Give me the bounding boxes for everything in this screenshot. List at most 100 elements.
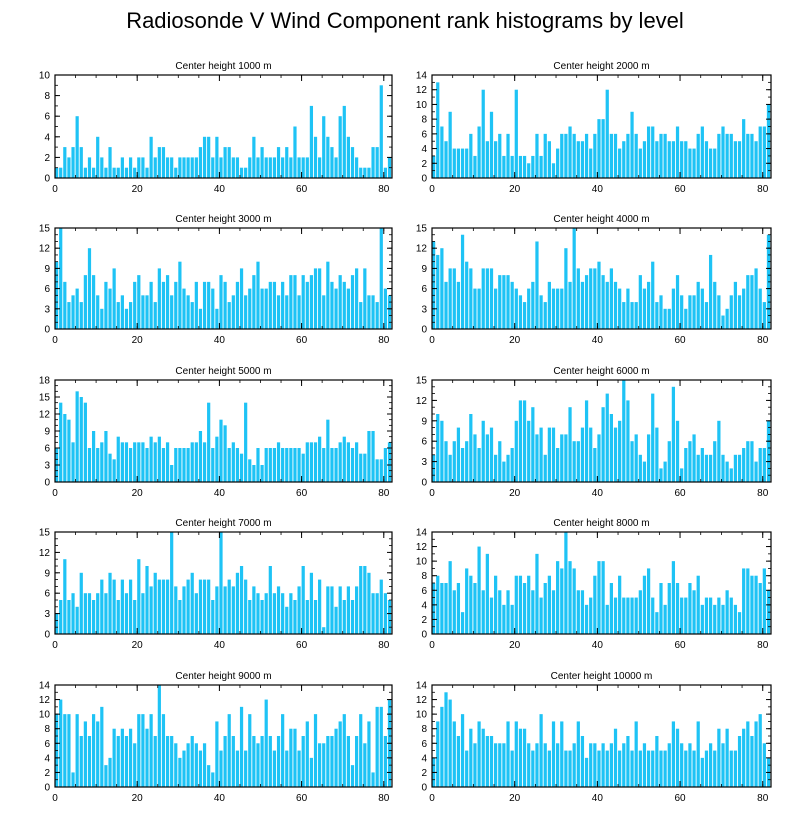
bar	[87, 593, 92, 634]
bar	[667, 743, 671, 787]
bar	[342, 714, 346, 787]
bar	[539, 714, 543, 787]
bar	[231, 157, 235, 178]
bar	[708, 148, 713, 178]
bar	[174, 586, 178, 634]
bar	[440, 583, 444, 634]
bar	[593, 575, 597, 634]
y-tick-label: 0	[44, 325, 50, 336]
bar	[737, 736, 742, 787]
y-tick-label: 0	[44, 630, 50, 641]
bar	[717, 597, 721, 634]
bar	[758, 126, 762, 178]
bar	[580, 736, 585, 787]
bar	[227, 448, 231, 482]
bar	[248, 288, 252, 329]
y-tick-label: 12	[39, 410, 51, 421]
bar	[165, 275, 170, 329]
bar	[634, 133, 638, 178]
bar	[717, 133, 721, 178]
bar	[531, 407, 535, 482]
bar	[79, 736, 83, 787]
bar	[721, 454, 725, 482]
bar	[322, 743, 326, 787]
bar	[355, 442, 359, 482]
bar	[580, 281, 585, 329]
y-tick-label: 9	[44, 568, 50, 579]
bar	[642, 288, 647, 329]
bar	[692, 750, 696, 787]
bar	[355, 736, 359, 787]
bar	[618, 148, 622, 178]
bar	[725, 461, 729, 482]
x-tick-label: 60	[674, 488, 686, 499]
bar	[120, 442, 124, 482]
bar	[170, 532, 174, 634]
bar	[100, 442, 104, 482]
bar	[593, 448, 597, 482]
bar	[522, 728, 527, 787]
bar	[289, 728, 293, 787]
panel-title: Center height 2000 m	[553, 61, 649, 72]
bar	[605, 89, 609, 178]
bar	[754, 461, 758, 482]
bar	[326, 419, 330, 482]
x-tick-label: 60	[296, 640, 308, 651]
bar	[104, 281, 108, 329]
bar	[198, 750, 203, 787]
bar	[71, 295, 75, 329]
bar	[671, 288, 676, 329]
bar	[116, 600, 120, 634]
bar	[713, 750, 717, 787]
bar	[100, 579, 104, 634]
bar	[190, 736, 194, 787]
bar	[568, 281, 572, 329]
y-tick-label: 2	[44, 153, 50, 164]
bar	[334, 448, 338, 482]
bar	[518, 728, 523, 787]
y-tick-label: 6	[44, 589, 50, 600]
bar	[268, 566, 272, 634]
bar	[108, 572, 112, 634]
bar	[235, 572, 240, 634]
bar	[128, 728, 133, 787]
bar	[281, 448, 285, 482]
y-tick-label: 14	[416, 528, 428, 539]
bar	[473, 743, 477, 787]
x-tick-label: 80	[378, 640, 390, 651]
bar	[297, 157, 301, 178]
bar	[322, 627, 326, 634]
x-tick-label: 20	[509, 184, 521, 195]
bar	[721, 126, 725, 178]
y-tick-label: 0	[421, 783, 427, 794]
bar	[684, 597, 688, 634]
bar	[313, 136, 318, 178]
bar	[498, 133, 502, 178]
x-tick-label: 0	[429, 793, 435, 804]
panel-title: Center height 6000 m	[553, 366, 649, 377]
bar	[141, 442, 145, 482]
bar	[663, 308, 667, 329]
bar	[268, 736, 272, 787]
bar	[626, 288, 630, 329]
bar	[71, 593, 75, 634]
bar	[717, 295, 721, 329]
y-tick-label: 8	[421, 571, 427, 582]
bar	[531, 281, 535, 329]
bar	[713, 441, 717, 482]
bar	[605, 281, 609, 329]
bar	[285, 750, 289, 787]
y-tick-label: 9	[421, 416, 427, 427]
bar	[436, 82, 440, 178]
bar	[593, 268, 597, 329]
bar	[367, 572, 371, 634]
bar	[248, 600, 252, 634]
bar	[514, 288, 518, 329]
bar	[436, 575, 440, 634]
bar	[580, 141, 585, 178]
y-tick-label: 15	[39, 528, 51, 539]
bar	[153, 736, 157, 787]
bar	[71, 772, 75, 787]
bar	[688, 743, 692, 787]
